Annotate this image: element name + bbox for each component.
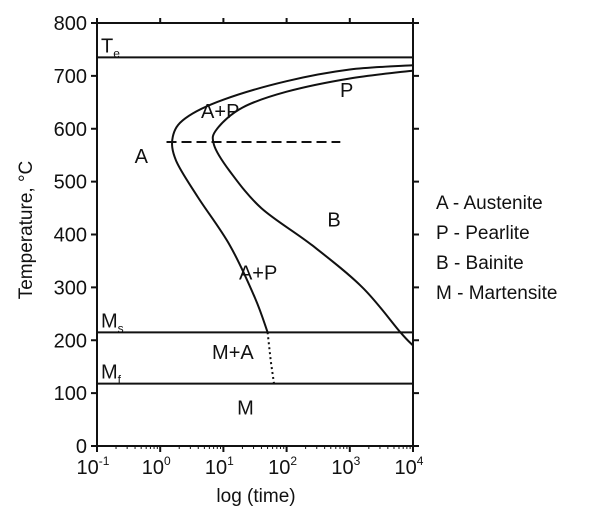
legend-entry: M - Martensite <box>436 283 557 304</box>
x-tick-label: 100 <box>142 454 171 479</box>
region-label: M+A <box>212 342 254 364</box>
x-tick-label: 104 <box>395 454 424 479</box>
reference-line-subscript: s <box>118 321 124 335</box>
region-label: B <box>327 210 340 232</box>
legend-entry: A - Austenite <box>436 193 543 214</box>
reference-line-subscript: f <box>118 373 122 387</box>
x-tick-label: 101 <box>205 454 234 479</box>
martensite-extension-dotted <box>266 332 275 384</box>
y-tick-label: 400 <box>54 225 87 247</box>
y-tick-label: 100 <box>54 383 87 405</box>
x-tick-exponent: 3 <box>354 454 361 468</box>
y-axis-label: Temperature, °C <box>16 161 37 300</box>
y-tick-label: 700 <box>54 66 87 88</box>
region-label: A+P <box>239 262 277 284</box>
region-label: M <box>237 397 254 419</box>
transformation-start-curve <box>171 64 414 333</box>
y-tick-label: 800 <box>54 13 87 35</box>
region-label: A <box>135 146 149 168</box>
legend-entry: B - Bainite <box>436 253 524 274</box>
y-tick-label: 0 <box>76 436 87 458</box>
y-tick-label: 300 <box>54 277 87 299</box>
region-label: A+P <box>201 101 239 123</box>
y-tick-label: 600 <box>54 119 87 141</box>
x-tick-exponent: -1 <box>99 454 110 468</box>
reference-line-label: Ms <box>101 310 124 335</box>
reference-line-label: Mf <box>101 362 122 387</box>
y-tick-label: 200 <box>54 330 87 352</box>
x-tick-exponent: 2 <box>290 454 297 468</box>
x-tick-label: 102 <box>268 454 297 479</box>
x-axis-label: log (time) <box>216 486 295 507</box>
x-tick-label: 10-1 <box>77 454 110 479</box>
reference-line-subscript: e <box>113 46 120 60</box>
reference-line-label: Te <box>101 35 120 60</box>
y-tick-label: 500 <box>54 172 87 194</box>
plot-frame <box>96 22 414 447</box>
x-tick-exponent: 4 <box>417 454 424 468</box>
x-tick-exponent: 1 <box>227 454 234 468</box>
legend-entry: P - Pearlite <box>436 223 530 244</box>
x-tick-label: 103 <box>331 454 360 479</box>
region-label: P <box>340 80 353 102</box>
transformation-finish-curve <box>211 69 414 347</box>
x-tick-exponent: 0 <box>164 454 171 468</box>
